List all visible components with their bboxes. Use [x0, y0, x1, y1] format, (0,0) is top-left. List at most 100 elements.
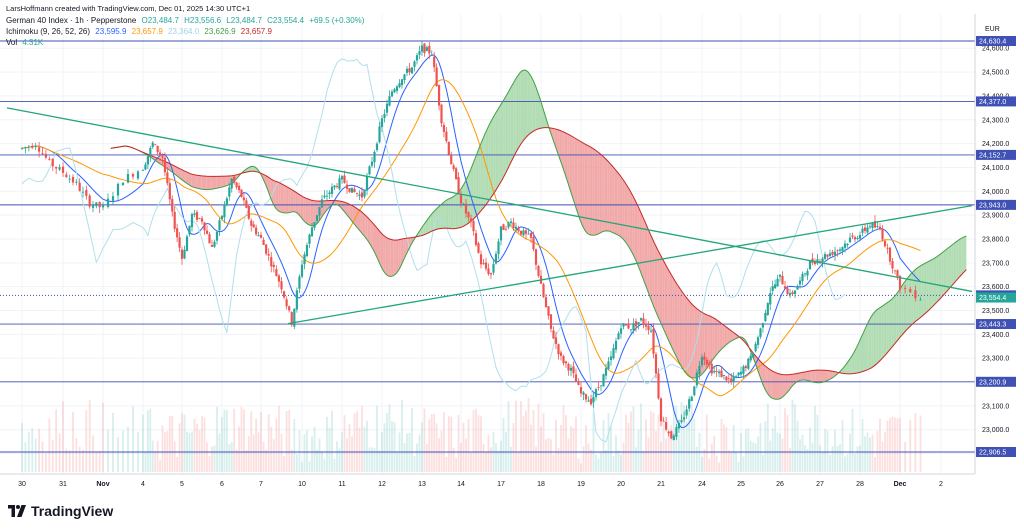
candle-body	[826, 254, 829, 257]
cloud-segment	[175, 166, 179, 178]
candle-body	[801, 273, 804, 282]
cloud-segment	[624, 182, 628, 245]
volume-bar	[757, 436, 759, 472]
candle-body	[469, 218, 473, 222]
candle-body	[400, 79, 404, 86]
level-badge-label: 23,443.3	[979, 322, 1006, 329]
descending-trendline[interactable]	[6, 107, 973, 293]
cloud-segment	[807, 370, 811, 382]
cloud-segment	[450, 196, 454, 229]
candle-body	[111, 196, 115, 201]
cloud-segment	[829, 370, 833, 380]
volume-bar	[475, 408, 477, 472]
cloud-segment	[495, 108, 499, 191]
cloud-segment	[300, 195, 304, 221]
candle-body	[713, 370, 716, 373]
candle-body	[821, 258, 824, 263]
cloud-segment	[443, 200, 446, 229]
candle-body	[774, 284, 777, 289]
cloud-segment	[820, 370, 823, 383]
volume-bar	[24, 442, 27, 472]
cloud-segment	[926, 261, 929, 313]
candle-body	[415, 55, 419, 61]
candle-body	[764, 312, 767, 322]
candle-body	[617, 333, 620, 340]
candle-body	[798, 280, 802, 285]
cloud-segment	[403, 238, 406, 261]
cloud-segment	[485, 126, 489, 205]
volume-bar	[95, 451, 98, 472]
volume-bar	[555, 419, 557, 472]
volume-bar	[450, 416, 453, 472]
candle-body	[290, 312, 293, 325]
candle-body	[622, 323, 625, 327]
ichimoku-legend[interactable]: Ichimoku (9, 26, 52, 26) 23,595.9 23,657…	[6, 27, 275, 36]
cloud-segment	[362, 212, 366, 238]
volume-bar	[311, 436, 313, 472]
cloud-segment	[530, 75, 533, 134]
horizontal-levels	[0, 40, 975, 453]
candle-body	[788, 293, 792, 296]
volume-bar	[275, 418, 278, 472]
volume-bar	[151, 440, 154, 472]
volume-bar	[552, 454, 555, 472]
cloud-segment	[395, 239, 399, 274]
volume-bar	[435, 423, 438, 472]
symbol-legend[interactable]: German 40 Index · 1h · Pepperstone O23,4…	[6, 16, 367, 25]
cloud-segment	[535, 85, 538, 131]
volume-bar	[864, 436, 866, 472]
candle-body	[690, 396, 693, 402]
volume-bar	[540, 426, 542, 472]
candle-body	[896, 270, 899, 277]
cloud-segment	[463, 180, 466, 227]
cloud-segment	[552, 128, 555, 145]
price-axis[interactable]: 22,900.023,000.023,100.023,200.023,300.0…	[976, 36, 1016, 458]
cloud-segment	[888, 299, 892, 351]
cloud-segment	[375, 226, 378, 260]
ascending-trendline[interactable]	[287, 204, 973, 325]
volume-bar	[744, 429, 747, 472]
cloud-segment	[953, 241, 957, 284]
candle-body	[270, 257, 273, 267]
cloud-segment	[270, 178, 274, 205]
cloud-segment	[938, 253, 942, 301]
volume-bar	[595, 454, 597, 472]
level-badge	[976, 149, 1016, 160]
volume-bar	[904, 441, 907, 472]
volume-bar	[356, 411, 358, 472]
candle-body	[305, 244, 309, 257]
symbol-name: German 40 Index · 1h · Pepperstone	[6, 16, 137, 25]
cloud-segment	[859, 336, 862, 373]
price-tick-label: 24,300.0	[982, 117, 1009, 124]
volume-bar	[510, 446, 512, 472]
time-axis[interactable]: 30 31 Nov 4 5 6 7 10 11 12 13 14 17 18 19 20 21 24 25 26 27 2…	[18, 481, 943, 488]
candle-body	[667, 431, 670, 434]
volume-bar	[316, 449, 318, 472]
volume-bar	[622, 442, 625, 472]
volume-bar	[749, 440, 752, 472]
candle-body	[494, 253, 498, 264]
volume-bar	[366, 420, 368, 472]
level-badge	[976, 96, 1016, 107]
cloud-segment	[385, 237, 389, 276]
candle-body	[358, 194, 361, 196]
volume-legend[interactable]: Vol 4.31K	[6, 38, 46, 47]
level-badge	[976, 447, 1016, 457]
tradingview-logo[interactable]: TradingView	[8, 503, 113, 519]
volume-bar	[98, 451, 101, 472]
candle-body	[71, 176, 75, 183]
volume-bar	[331, 410, 333, 472]
volume-bar	[168, 416, 171, 472]
cloud-segment	[589, 146, 593, 236]
cloud-segment	[861, 331, 864, 372]
volume-bar	[572, 427, 575, 472]
volume-bar	[495, 442, 497, 472]
cloud-segment	[617, 171, 620, 236]
cloud-segment	[508, 87, 511, 168]
cloud-segment	[221, 176, 227, 188]
cloud-segment	[717, 320, 720, 354]
volume-bar	[879, 418, 881, 472]
volume-bar	[477, 415, 480, 472]
trendlines[interactable]	[6, 107, 973, 325]
